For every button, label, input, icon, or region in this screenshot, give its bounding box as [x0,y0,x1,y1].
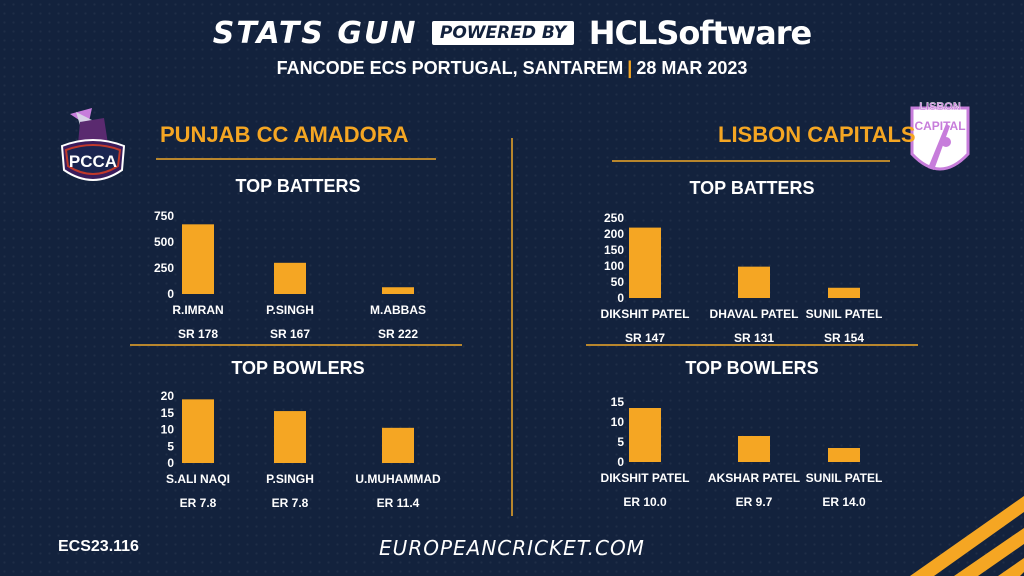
category-label: U.MUHAMMAD [355,472,441,486]
y-tick-label: 50 [611,275,625,289]
bar [738,266,770,298]
stat-label: SR 147 [625,331,665,344]
bar [274,262,306,294]
team-name-right: LISBON CAPITALS [718,122,916,147]
stat-label: ER 10.0 [623,495,667,508]
stat-label: ER 9.7 [736,495,773,508]
category-label: M.ABBAS [370,303,426,317]
bar [382,287,414,294]
y-tick-label: 150 [604,243,624,257]
stat-label: ER 11.4 [377,496,420,510]
bar [182,399,214,463]
category-label: P.SINGH [266,472,314,486]
y-tick-label: 500 [154,235,174,249]
stat-label: SR 154 [824,331,864,344]
y-tick-label: 10 [161,423,175,437]
left-bowlers-chart: 0 5 10 15 20 S.ALI NAQI ER 7.8 P.SINGH ER 7.8 U.M… [140,386,470,517]
bar [629,227,661,298]
right-batters-chart: 0 50 100 150 200 250 DIKSHIT PATEL SR 147 DHAVAL… [590,208,910,349]
left-batters-svg: 0 250 500 750 R.IMRAN SR 178 P.SINGH SR 167 M.AB… [154,209,426,341]
team-underline-left [156,158,436,160]
lisbon-logo-text-bottom: CAPITAL [914,119,965,133]
venue-text: FANCODE ECS PORTUGAL, SANTAREM [276,58,624,78]
category-label: DHAVAL PATEL [710,307,799,321]
y-tick-label: 100 [604,259,624,273]
stat-label: ER 14.0 [822,495,866,508]
pcca-logo-text: PCCA [69,152,117,171]
decorative-stripes [910,496,1024,576]
bar [274,411,306,463]
y-tick-label: 0 [167,287,174,301]
y-tick-label: 750 [154,209,174,223]
stat-label: SR 222 [378,327,418,341]
y-tick-label: 20 [161,389,175,403]
right-batters-heading: TOP BATTERS [689,178,815,198]
category-label: SUNIL PATEL [806,471,883,485]
left-bowlers-svg: 0 5 10 15 20 S.ALI NAQI ER 7.8 P.SINGH ER 7.8 U.M… [161,389,441,510]
y-tick-label: 15 [611,395,625,409]
left-section-rule [130,344,462,346]
y-tick-label: 0 [617,291,624,305]
left-batters-heading: TOP BATTERS [235,176,361,196]
y-tick-label: 250 [154,261,174,275]
footer-code: ECS23.116 [58,538,139,555]
bar [828,287,860,298]
y-tick-label: 250 [604,211,624,225]
hcl-software-logo: HCLSoftware [588,14,813,52]
footer-website[interactable]: EUROPEANCRICKET.COM [379,536,645,560]
stat-label: SR 167 [270,327,310,341]
y-tick-label: 10 [611,415,625,429]
y-tick-label: 5 [617,435,624,449]
stat-label: ER 7.8 [180,496,217,510]
category-label: DIKSHIT PATEL [601,307,690,321]
left-bowlers-heading: TOP BOWLERS [231,358,365,378]
stat-label: ER 7.8 [272,496,309,510]
match-subtitle: FANCODE ECS PORTUGAL, SANTAREM | 28 MAR 20… [0,58,1024,79]
y-tick-label: 200 [604,227,624,241]
y-tick-label: 0 [167,456,174,470]
bar [828,448,860,462]
right-batters-svg: 0 50 100 150 200 250 DIKSHIT PATEL SR 147 DHAVAL… [601,211,883,345]
category-label: R.IMRAN [172,303,223,317]
right-bowlers-chart: 0 5 10 15 DIKSHIT PATEL ER 10.0 AKSHAR PATEL ER… [590,392,910,513]
match-date: 28 MAR 2023 [636,58,748,78]
category-label: SUNIL PATEL [806,307,883,321]
lisbon-capitals-logo: LISBON CAPITAL [906,98,974,191]
right-section-rule [586,344,918,346]
right-bowlers-svg: 0 5 10 15 DIKSHIT PATEL ER 10.0 AKSHAR PATEL ER… [601,395,883,509]
y-tick-label: 0 [617,455,624,469]
bar [738,436,770,462]
left-batters-chart: 0 250 500 750 R.IMRAN SR 178 P.SINGH SR 167 M.AB… [140,206,450,347]
category-label: S.ALI NAQI [166,472,230,486]
category-label: AKSHAR PATEL [708,471,800,485]
lisbon-logo-text-top: LISBON [919,101,961,113]
header-title-row: STATS GUN POWERED BY HCLSoftware [0,14,1024,52]
team-name-left: PUNJAB CC AMADORA [160,122,409,147]
pcca-logo: PCCA [52,104,134,195]
separator: | [627,58,633,78]
stats-gun-title: STATS GUN [212,15,418,51]
stat-label: SR 178 [178,327,218,341]
stat-label: SR 131 [734,331,774,344]
team-underline-right [612,160,890,162]
y-tick-label: 5 [167,439,174,453]
right-bowlers-heading: TOP BOWLERS [685,358,819,378]
bar [629,408,661,462]
category-label: P.SINGH [266,303,314,317]
bar [382,427,414,463]
y-tick-label: 15 [161,406,175,420]
powered-by-badge: POWERED BY [431,21,575,45]
bar [182,224,214,294]
center-divider [511,138,513,516]
category-label: DIKSHIT PATEL [601,471,690,485]
